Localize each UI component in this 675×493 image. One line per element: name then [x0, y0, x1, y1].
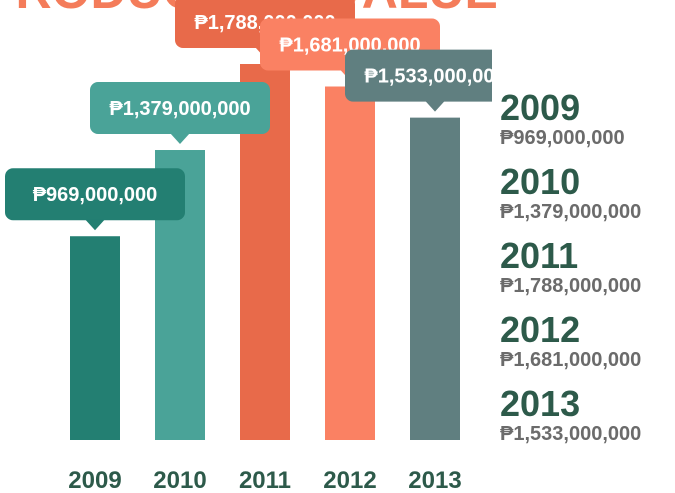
legend-year: 2010 [500, 161, 580, 202]
data-label: ₱969,000,000 [33, 184, 158, 206]
data-label: ₱1,379,000,000 [109, 98, 250, 120]
label-bubble [5, 168, 185, 221]
label-bubble [90, 82, 270, 135]
x-tick-label: 2009 [68, 467, 121, 493]
legend-value: ₱1,533,000,000 [500, 423, 641, 445]
legend-year: 2012 [500, 309, 580, 350]
legend-year: 2009 [500, 87, 580, 128]
legend-year: 2013 [500, 383, 580, 424]
bar [70, 236, 120, 440]
legend: 2009₱969,000,0002010₱1,379,000,0002011₱1… [500, 87, 641, 445]
legend-value: ₱969,000,000 [500, 127, 625, 149]
legend-year: 2011 [500, 235, 578, 276]
bar [325, 86, 375, 440]
x-tick-label: 2012 [323, 467, 376, 493]
bubble-pointer [425, 100, 445, 112]
x-tick-label: 2013 [408, 467, 461, 493]
x-tick-label: 2011 [239, 467, 291, 493]
plot-area: ₱969,000,000₱1,379,000,000₱1,788,000,000… [5, 0, 505, 441]
legend-value: ₱1,788,000,000 [500, 275, 641, 297]
label-bubble [345, 49, 492, 102]
data-label: ₱1,533,000,000 [364, 66, 505, 88]
x-tick-label: 2010 [153, 467, 206, 493]
bar [410, 117, 460, 441]
legend-value: ₱1,681,000,000 [500, 349, 641, 371]
bubble-pointer [170, 133, 190, 145]
legend-value: ₱1,379,000,000 [500, 201, 641, 223]
bubble-pointer [85, 219, 105, 231]
